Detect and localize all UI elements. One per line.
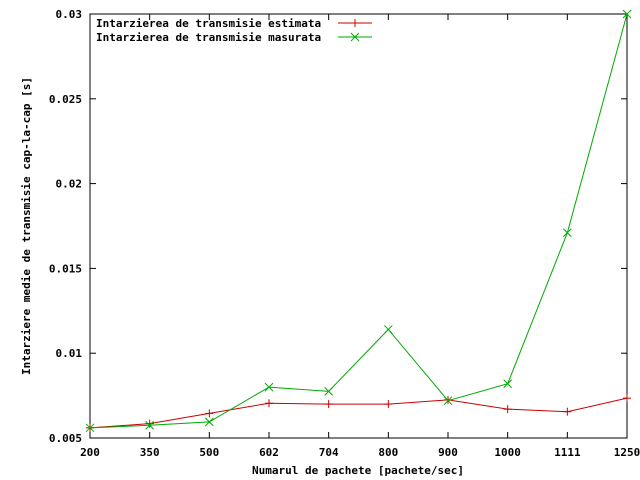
- series-layer: [85, 9, 632, 433]
- x-tick-label: 602: [259, 446, 279, 459]
- data-point: [85, 423, 95, 433]
- x-axis-label: Numarul de pachete [pachete/sec]: [252, 464, 464, 477]
- point-marker-d2: [622, 9, 632, 19]
- point-marker-d2: [350, 32, 360, 42]
- legend-marker: [351, 19, 359, 27]
- data-point: [503, 405, 512, 414]
- y-tick-label: 0.03: [56, 8, 83, 21]
- data-point: [204, 417, 214, 427]
- y-tick-label: 0.01: [56, 347, 83, 360]
- data-point: [265, 399, 273, 408]
- data-point: [503, 379, 513, 389]
- plot-frame: [89, 13, 628, 439]
- data-point: [443, 396, 453, 406]
- data-point: [623, 394, 631, 403]
- data-point: [324, 387, 334, 396]
- x-tick-label: 1000: [494, 446, 521, 459]
- data-point: [383, 325, 393, 334]
- point-marker-d2: [383, 325, 393, 334]
- data-point: [563, 407, 572, 416]
- data-point: [622, 9, 632, 19]
- point-marker-d2: [264, 382, 274, 392]
- point-marker-d2: [503, 379, 513, 389]
- x-tick-label: 800: [378, 446, 398, 459]
- series-line: [89, 13, 628, 429]
- x-tick-label: 704: [319, 446, 339, 459]
- data-point: [205, 409, 214, 418]
- data-point: [384, 400, 393, 409]
- x-tick-label: 1111: [554, 446, 581, 459]
- legend-label: Intarzierea de transmisie masurata: [96, 31, 321, 44]
- data-point: [264, 382, 274, 392]
- legend-label: Intarzierea de transmisie estimata: [96, 17, 321, 30]
- data-point: [145, 420, 155, 430]
- series-1: [86, 394, 631, 432]
- point-marker-d2: [145, 420, 155, 430]
- x-tick-label: 900: [438, 446, 458, 459]
- series-2: [85, 9, 632, 433]
- y-axis-label: Intarziere medie de transmisie cap-la-ca…: [20, 77, 33, 375]
- series-line: [89, 397, 628, 429]
- legend: Intarzierea de transmisie estimataIntarz…: [96, 17, 372, 44]
- x-tick-label: 200: [80, 446, 100, 459]
- point-marker-d2: [204, 417, 214, 427]
- x-tick-label: 1250: [614, 446, 640, 459]
- y-tick-label: 0.005: [49, 432, 82, 445]
- data-point: [145, 419, 154, 428]
- data-point: [562, 228, 572, 238]
- axis-ticks: 200 350 500 602 704 800 900 1000 1111 1250 0.005 0.…: [49, 8, 640, 459]
- point-marker-d2: [324, 387, 334, 396]
- x-tick-label: 350: [140, 446, 160, 459]
- point-marker-d2: [443, 396, 453, 406]
- data-point: [324, 400, 333, 409]
- y-tick-label: 0.015: [49, 262, 82, 275]
- point-marker-d2: [562, 228, 572, 238]
- y-tick-label: 0.02: [56, 178, 83, 191]
- legend-marker: [350, 32, 360, 42]
- y-tick-label: 0.025: [49, 93, 82, 106]
- x-tick-label: 500: [199, 446, 219, 459]
- point-marker-d2: [85, 423, 95, 433]
